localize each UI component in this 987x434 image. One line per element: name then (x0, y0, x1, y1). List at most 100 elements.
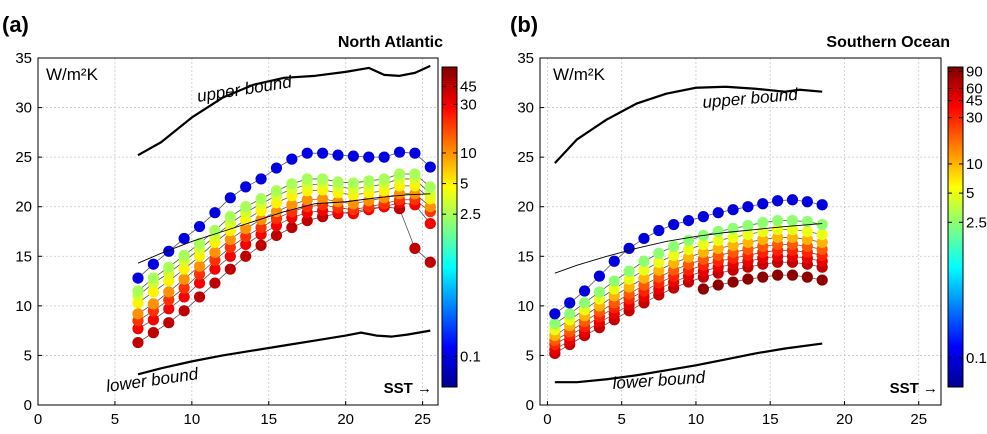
panel-a-data-point (393, 146, 406, 158)
panel-b-data-point (668, 240, 680, 252)
panel-b-colorbar-tick-label: 10 (966, 156, 983, 173)
panel-a-data-point (301, 147, 313, 159)
panel-b-colorbar-tick-label: 5 (966, 185, 974, 202)
panel-b-data-point (668, 249, 680, 261)
panel-a-data-point (240, 250, 252, 262)
panel-a-xtick-label: 15 (260, 411, 277, 428)
panel-a-data-point (332, 196, 344, 208)
panel-a-data-point (163, 245, 175, 257)
panel-b-ytick-label: 0 (526, 397, 534, 414)
panel-a-data-point (240, 238, 252, 250)
panel-a-data-point (132, 285, 144, 297)
panel-a-xlabel: SST → (384, 380, 432, 397)
panel-b-data-point (712, 279, 724, 291)
panel-b-data-point (653, 264, 665, 276)
panel-b-data-point (801, 196, 813, 208)
panel-a-data-point (317, 173, 329, 185)
panel-a-data-point (332, 149, 344, 161)
panel-a-title: North Atlantic (338, 34, 443, 51)
panel-b-xtick-label: 15 (762, 411, 779, 428)
panel-b-data-point (593, 286, 606, 298)
panel-b-ytick-label: 25 (517, 149, 534, 166)
panel-b-data-point (816, 228, 828, 241)
panel-a-data-point (317, 147, 329, 159)
panel-a-data-point (209, 246, 221, 258)
panel-a-colorbar-tick-label: 30 (460, 96, 477, 113)
panel-b-data-point (564, 308, 576, 320)
panel-b-xtick-label: 25 (910, 411, 927, 428)
panel-a-colorbar-tick-label: 10 (460, 145, 477, 162)
panel-a-data-point (147, 298, 159, 310)
panel-a-plot: 0 5 10 15 20 25 0 5 10 15 20 25 30 35 (15, 50, 439, 428)
panel-a-lower-bound-line (137, 329, 431, 376)
panel-a-axes-frame (37, 57, 439, 406)
panel-a-data-point (224, 241, 236, 253)
panel-a-data-point (255, 214, 267, 226)
panel-b-data-point (757, 271, 769, 283)
panel-a-data-point (363, 175, 375, 187)
panel-b-data-point (772, 214, 784, 227)
panel-a-data-point (286, 178, 298, 190)
panel-b-upper-bound-line (554, 85, 823, 164)
panel-a-data-point (255, 173, 267, 185)
panel-b-colorbar-tick-label: 60 (966, 81, 983, 98)
panel-a-ytick-label: 0 (24, 397, 32, 414)
panel-b-data-point (742, 219, 754, 232)
panel-b-ytick-label: 15 (517, 248, 534, 265)
panel-b: (b) Southern Ocean 0 5 10 15 20 25 0 5 10 15 20 25 3… (510, 12, 987, 428)
panel-a-data-point (178, 249, 190, 261)
panel-b-data-point (727, 231, 739, 244)
panel-b-lower-bound-line (554, 342, 823, 384)
panel-b-data-point (727, 276, 739, 288)
panel-b-data-point (638, 272, 650, 284)
panel-b-data-point (578, 285, 591, 297)
panel-a-data-point (147, 327, 159, 339)
panel-a-colorbar-tick-label: 0.1 (460, 348, 481, 365)
panel-b-data-point (786, 194, 799, 206)
panel-a-data-point (178, 305, 190, 317)
panel-a-data-point (409, 147, 421, 159)
panel-a-data-point (132, 323, 144, 335)
panel-b-data-point (697, 211, 709, 223)
panel-a-data-point (193, 237, 206, 249)
panel-b-data-point (682, 251, 695, 263)
panel-b-data-point (682, 214, 695, 227)
panel-b-data-point (772, 269, 784, 281)
panel-b-data-point (668, 218, 680, 231)
panel-a-data-point (424, 161, 436, 173)
panel-a-data-point (147, 314, 159, 326)
panel-a-data-point (240, 222, 252, 235)
panel-a-xtick-label: 20 (337, 411, 354, 428)
panel-b-reference-line (554, 223, 823, 274)
panel-b-ytick-label: 5 (526, 347, 534, 364)
panel-b-data-point (653, 247, 665, 259)
panel-a-xtick-label: 25 (414, 411, 431, 428)
panel-b-data-point (786, 231, 799, 244)
panel-a-data-point (424, 217, 436, 230)
panel-a-upper-bound-line (137, 64, 431, 157)
panel-a-data-point (301, 214, 313, 227)
panel-a-data-point (193, 291, 206, 303)
panel-b-data-point (742, 236, 754, 249)
panel-a-data-point (193, 220, 206, 233)
panel-a-data-point (163, 275, 175, 287)
panel-b-title: Southern Ocean (826, 34, 950, 51)
panel-a-xtick-label: 10 (184, 411, 201, 428)
panel-b-data-point (549, 318, 561, 330)
panel-a-data-point (409, 242, 421, 254)
panel-b-label: (b) (510, 12, 538, 37)
panel-b-data-point (816, 274, 828, 286)
panel-a-data-point (286, 199, 298, 211)
panel-a-data-point (270, 162, 283, 174)
panel-a-data-point (209, 277, 221, 289)
panel-a-ytick-label: 5 (24, 347, 32, 364)
panel-b-plot: 0 5 10 15 20 25 0 5 10 15 20 25 30 35 (517, 50, 942, 428)
panel-a-colorbar-tick-label: 2.5 (460, 206, 481, 223)
panel-b-data-point (772, 231, 784, 244)
panel-b-data-point (757, 198, 769, 210)
panel-a-lower-bound-label: lower bound (105, 364, 200, 396)
panel-b-data-point (786, 214, 799, 227)
panel-b-data-point (697, 238, 709, 250)
panel-a-upper-bound-label: upper bound (196, 72, 294, 106)
panel-b-data-point (757, 216, 769, 229)
